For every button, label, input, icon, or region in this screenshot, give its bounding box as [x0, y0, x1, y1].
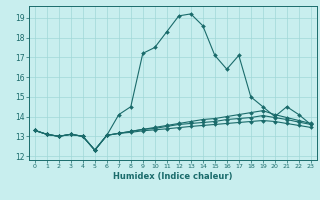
X-axis label: Humidex (Indice chaleur): Humidex (Indice chaleur): [113, 172, 233, 181]
